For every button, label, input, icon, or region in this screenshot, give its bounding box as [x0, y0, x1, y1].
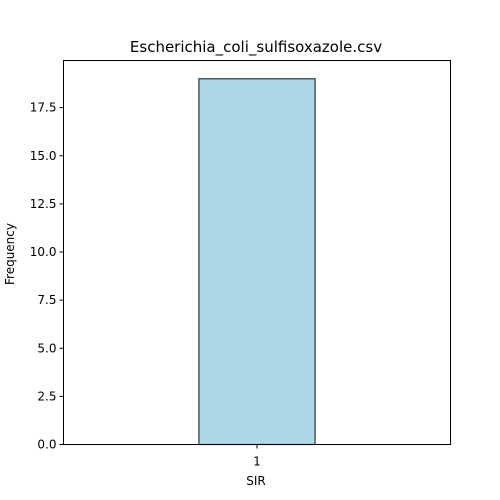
y-tick-label: 12.5 [30, 197, 57, 211]
x-axis-label: SIR [246, 474, 266, 488]
y-tick-label: 10.0 [30, 245, 57, 259]
x-axis-ticks: 1 [253, 444, 261, 469]
y-axis-ticks: 0.0 2.5 5.0 7.5 10.0 12.5 15.0 17.5 [30, 101, 64, 452]
x-tick-label: 1 [253, 455, 261, 469]
y-tick-label: 0.0 [37, 438, 56, 452]
bar-1 [198, 78, 316, 446]
y-tick-label: 7.5 [37, 293, 56, 307]
y-tick-label: 2.5 [37, 389, 56, 403]
y-tick-label: 17.5 [30, 101, 57, 115]
chart-title: Escherichia_coli_sulfisoxazole.csv [130, 38, 382, 57]
bars-group [198, 78, 316, 446]
y-axis-label: Frequency [3, 223, 17, 285]
y-tick-label: 15.0 [30, 149, 57, 163]
y-tick-label: 5.0 [37, 341, 56, 355]
